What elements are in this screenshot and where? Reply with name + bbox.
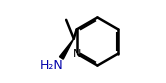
Text: N: N xyxy=(73,49,81,59)
Text: H₂N: H₂N xyxy=(40,59,64,72)
Polygon shape xyxy=(59,39,74,59)
